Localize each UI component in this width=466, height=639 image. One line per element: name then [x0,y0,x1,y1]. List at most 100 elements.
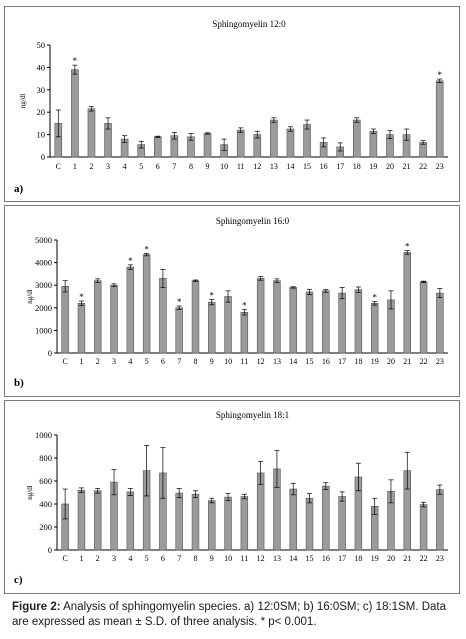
chart-svg: Sphingomyelin 16:0 0 1000 2000 3000 4000 5000 n… [26,216,448,366]
x-tick-label: 6 [161,357,165,366]
x-tick-label: 15 [306,554,314,563]
x-tick-label: 2 [96,357,100,366]
significance-marker: * [73,56,78,66]
bar [175,307,183,354]
x-tick-label: 9 [210,357,214,366]
y-tick-label: 30 [37,85,46,95]
bar [403,252,411,354]
bar [224,296,232,354]
x-tick-label: 3 [112,357,116,366]
significance-marker: * [405,242,410,252]
x-tick-label: 3 [106,162,110,171]
chart-panel-c: Sphingomyelin 18:1 0 200 400 600 800 1000 ng/dl… [4,400,460,594]
x-tick-label: 18 [354,554,362,563]
x-tick-label: 4 [128,554,132,563]
x-tick-label: 19 [369,162,377,171]
x-tick-label: 14 [289,357,297,366]
x-tick-label: 20 [387,554,395,563]
x-tick-label: 21 [403,162,411,171]
y-tick-label: 0 [48,348,52,358]
x-tick-label: 11 [241,357,249,366]
y-axis-label: ng/dl [26,289,34,303]
x-tick-label: 5 [145,357,149,366]
significance-marker: * [79,292,84,302]
x-tick-label: 16 [322,554,330,563]
bar [236,129,245,158]
x-tick-label: 10 [224,357,232,366]
x-tick-label: 5 [139,162,143,171]
bar [436,292,444,354]
caption-text: Analysis of sphingomyelin species. a) 12… [12,601,446,628]
x-tick-label: 23 [436,357,444,366]
x-tick-label: 21 [403,554,411,563]
bar [110,284,118,354]
y-tick-label: 0 [41,152,45,162]
panel-label: c) [14,574,23,586]
bar [191,493,200,551]
y-tick-label: 800 [39,453,52,463]
bar [354,289,363,354]
bar [77,302,86,354]
y-axis-label: ng/dl [19,94,27,108]
x-tick-label: 4 [123,162,127,171]
bar [419,281,428,354]
bar [353,119,361,158]
x-tick-label: 5 [145,554,149,563]
x-tick-label: 2 [89,162,93,171]
y-tick-label: 40 [37,62,46,72]
significance-marker: * [144,245,149,255]
x-tick-label: 17 [336,162,344,171]
bar [126,266,135,354]
y-tick-label: 4000 [35,258,52,268]
y-tick-label: 2000 [35,303,52,313]
significance-marker: * [177,297,182,307]
x-tick-label: 4 [128,357,132,366]
bar [305,291,314,354]
chart-title: Sphingomyelin 12:0 [212,19,286,29]
x-tick-label: 17 [338,357,346,366]
x-tick-label: 15 [306,357,314,366]
figure-caption: Figure 2: Analysis of sphingomyelin spec… [12,600,460,630]
chart-title: Sphingomyelin 18:1 [216,410,289,420]
x-tick-label: 19 [371,554,379,563]
bar [303,124,311,158]
x-tick-label: 11 [237,162,245,171]
chart-svg: Sphingomyelin 18:1 0 200 400 600 800 1000 ng/dl… [26,410,448,563]
x-tick-label: 22 [419,162,427,171]
x-tick-label: 20 [387,357,395,366]
x-tick-label: 1 [73,162,77,171]
bar [273,280,281,354]
x-tick-label: 9 [210,554,214,563]
significance-marker: * [128,256,133,266]
bar [419,504,428,551]
y-tick-label: 20 [37,107,46,117]
x-tick-label: 12 [257,357,265,366]
significance-marker: * [437,70,442,80]
y-tick-label: 3000 [35,280,52,290]
bar [208,500,216,551]
x-tick-label: 14 [286,162,294,171]
x-tick-label: 22 [420,554,428,563]
x-tick-label: 6 [156,162,160,171]
x-tick-label: 10 [224,554,232,563]
x-tick-label: 15 [303,162,311,171]
x-tick-label: 3 [112,554,116,563]
x-tick-label: 8 [193,357,197,366]
bar [240,312,249,354]
x-tick-label: 10 [220,162,228,171]
x-tick-label: 16 [320,162,328,171]
x-tick-label: 6 [161,554,165,563]
y-tick-label: 5000 [35,235,52,245]
x-tick-label: 23 [436,162,444,171]
bar [87,108,96,158]
x-tick-label: 13 [270,162,278,171]
y-tick-label: 600 [39,476,52,486]
bar [154,136,162,158]
bar [305,497,314,551]
x-tick-label: 8 [189,162,193,171]
bar [77,489,86,551]
x-tick-label: 18 [354,357,362,366]
bar [270,119,278,158]
x-tick-label: 17 [338,554,346,563]
